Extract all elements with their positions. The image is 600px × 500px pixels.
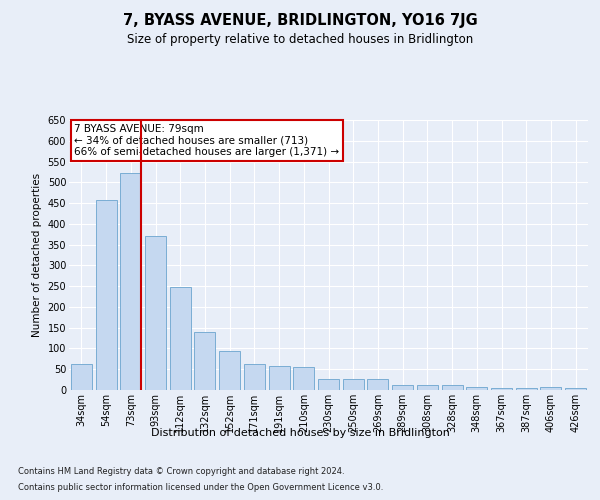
Y-axis label: Number of detached properties: Number of detached properties [32,173,42,337]
Bar [269,366,290,390]
Bar [466,386,487,390]
Text: Contains public sector information licensed under the Open Government Licence v3: Contains public sector information licen… [18,482,383,492]
Bar [442,386,463,390]
Bar [417,386,438,390]
Bar [392,386,413,390]
Bar [491,388,512,390]
Text: Contains HM Land Registry data © Crown copyright and database right 2024.: Contains HM Land Registry data © Crown c… [18,468,344,476]
Text: 7, BYASS AVENUE, BRIDLINGTON, YO16 7JG: 7, BYASS AVENUE, BRIDLINGTON, YO16 7JG [122,12,478,28]
Bar [318,379,339,390]
Text: Size of property relative to detached houses in Bridlington: Size of property relative to detached ho… [127,32,473,46]
Bar [219,352,240,390]
Bar [145,236,166,390]
Bar [367,379,388,390]
Bar [565,388,586,390]
Bar [343,379,364,390]
Bar [293,366,314,390]
Bar [194,332,215,390]
Bar [541,387,562,390]
Bar [71,364,92,390]
Bar [95,200,116,390]
Text: 7 BYASS AVENUE: 79sqm
← 34% of detached houses are smaller (713)
66% of semi-det: 7 BYASS AVENUE: 79sqm ← 34% of detached … [74,124,340,157]
Bar [170,286,191,390]
Bar [120,173,141,390]
Text: Distribution of detached houses by size in Bridlington: Distribution of detached houses by size … [151,428,449,438]
Bar [244,364,265,390]
Bar [516,388,537,390]
